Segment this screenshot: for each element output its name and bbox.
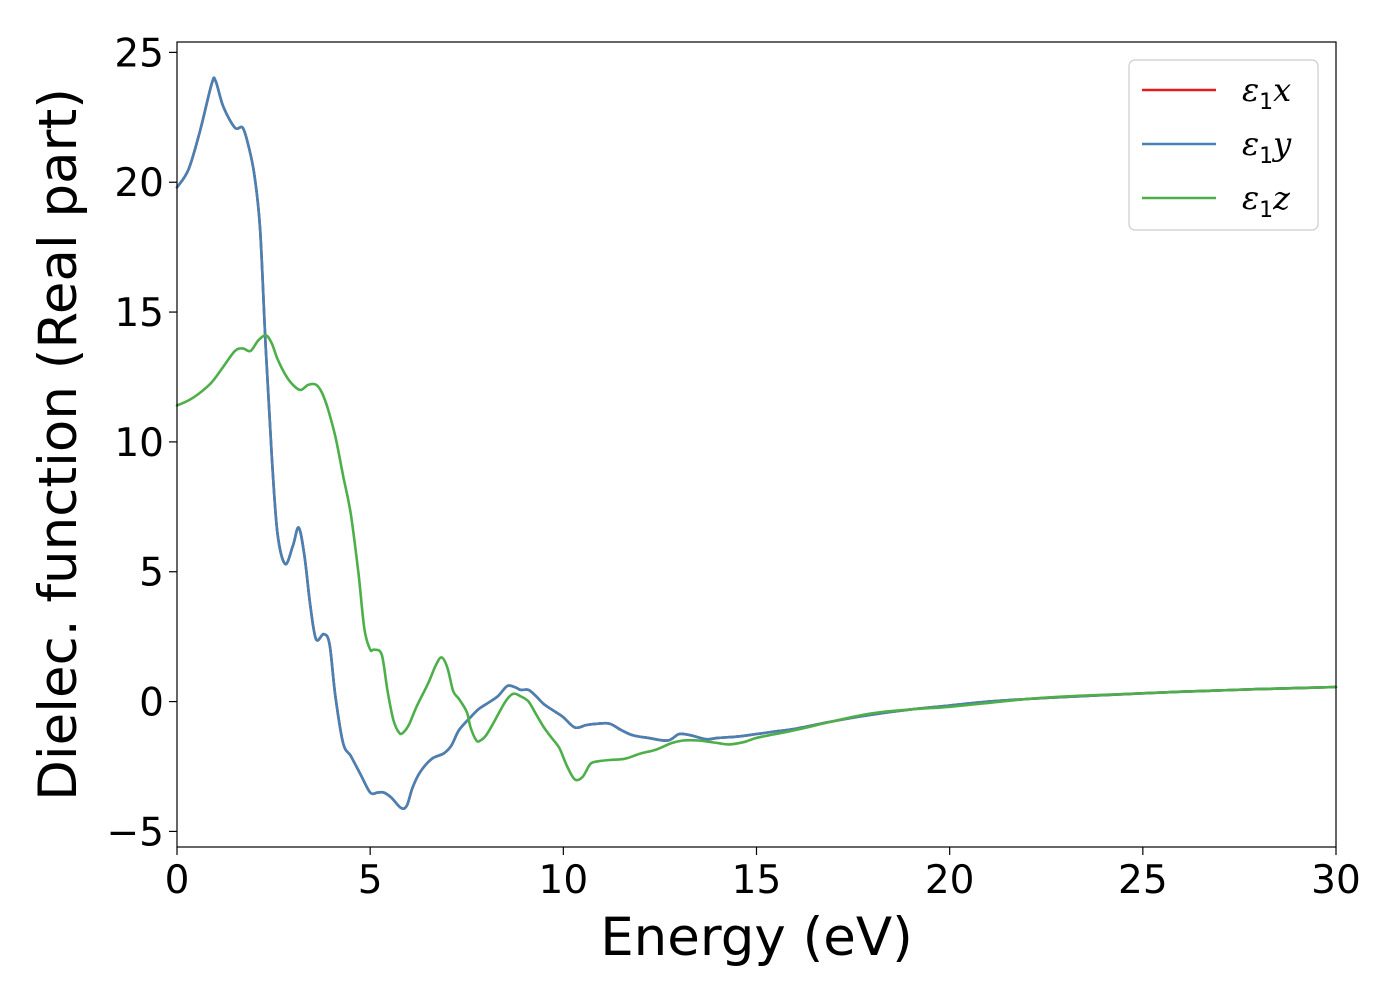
x-tick-label: 0 [165, 858, 190, 903]
y-axis-title: Dielec. function (Real part) [28, 88, 89, 801]
x-tick-label: 10 [539, 858, 589, 903]
y-tick-label: 15 [114, 291, 164, 336]
legend-entry-z: ε1z [1142, 179, 1291, 223]
legend: ε1x ε1y ε1z [1128, 59, 1319, 231]
x-tick-label: 25 [1118, 858, 1168, 903]
legend-label: ε1x [1242, 71, 1291, 115]
x-tick-label: 5 [358, 858, 383, 903]
x-tick-label: 30 [1311, 858, 1361, 903]
y-tick-label: 10 [114, 421, 164, 466]
y-tick-label: 25 [114, 31, 164, 76]
y-tick-label: −5 [107, 810, 165, 855]
y-tick-label: 0 [139, 681, 164, 726]
legend-entry-y: ε1y [1142, 125, 1292, 169]
series-line-z [175, 334, 1338, 782]
x-tick-label: 15 [732, 858, 782, 903]
legend-entry-x: ε1x [1142, 71, 1291, 115]
y-tick-label: 20 [114, 161, 164, 206]
y-tick-label: 5 [139, 551, 164, 596]
legend-box [1128, 59, 1319, 231]
series-layer [175, 76, 1338, 810]
x-axis: 0 5 10 15 20 25 30 [165, 847, 1361, 903]
y-axis: −5 0 5 10 15 20 25 [107, 31, 177, 855]
x-axis-title: Energy (eV) [600, 907, 913, 968]
x-tick-label: 20 [925, 858, 975, 903]
legend-label: ε1y [1242, 125, 1292, 169]
legend-label: ε1z [1242, 179, 1291, 223]
